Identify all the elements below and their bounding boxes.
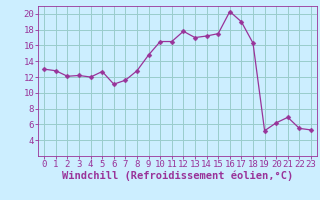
- X-axis label: Windchill (Refroidissement éolien,°C): Windchill (Refroidissement éolien,°C): [62, 171, 293, 181]
